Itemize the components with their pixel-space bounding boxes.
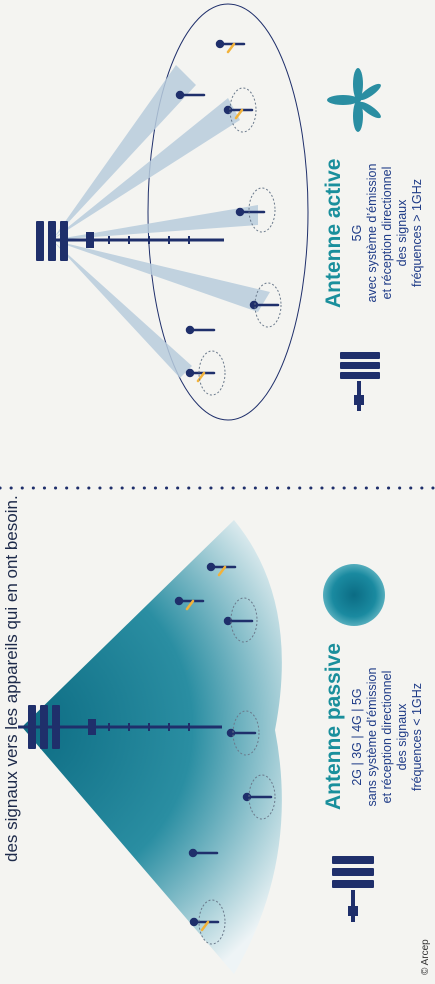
person-icon bbox=[206, 562, 237, 577]
active-description: 5G avec système d’émission et réception … bbox=[350, 148, 425, 318]
person-icon bbox=[242, 792, 273, 802]
person-icon bbox=[235, 207, 266, 217]
beam-fan-icon bbox=[52, 65, 270, 378]
directional-beams-icon bbox=[327, 68, 381, 132]
active-antenna-icon bbox=[340, 352, 380, 411]
active-title: Antenne active bbox=[322, 158, 345, 308]
active-line-3: des signaux bbox=[395, 199, 409, 267]
passive-antenna-icon bbox=[332, 856, 374, 922]
active-antenna-head bbox=[36, 221, 190, 261]
passive-description: 2G | 3G | 4G | 5G sans système d’émissio… bbox=[350, 652, 425, 822]
active-line-frequency: fréquences > 1GHz bbox=[410, 178, 424, 288]
active-line-1: avec système d’émission bbox=[365, 163, 379, 303]
passive-antenna-head bbox=[28, 705, 190, 749]
credit-text: © Arcep bbox=[420, 939, 431, 975]
person-icon bbox=[226, 728, 257, 738]
omnidirectional-blob-icon bbox=[323, 564, 385, 626]
passive-title: Antenne passive bbox=[322, 643, 345, 810]
passive-line-frequency: fréquences < 1GHz bbox=[410, 682, 424, 792]
person-icon bbox=[174, 596, 205, 611]
person-icon bbox=[175, 90, 206, 100]
active-line-generation: 5G bbox=[350, 224, 364, 242]
person-icon bbox=[215, 39, 246, 54]
person-icon bbox=[189, 917, 220, 932]
person-icon bbox=[185, 368, 216, 383]
passive-line-3: des signaux bbox=[395, 703, 409, 771]
passive-coverage-cone bbox=[22, 520, 282, 974]
active-antenna-section bbox=[36, 3, 381, 421]
active-coverage-ellipse bbox=[147, 3, 309, 421]
person-icon bbox=[188, 848, 219, 858]
person-icon bbox=[223, 105, 254, 120]
person-icon bbox=[185, 325, 216, 335]
passive-line-generations: 2G | 3G | 4G | 5G bbox=[350, 688, 364, 786]
active-line-2: et réception directionnel bbox=[380, 166, 394, 300]
passive-antenna-section bbox=[18, 520, 385, 974]
passive-users bbox=[174, 562, 273, 932]
passive-line-1: sans système d’émission bbox=[365, 667, 379, 807]
person-icon bbox=[223, 616, 254, 626]
active-user-rings bbox=[198, 87, 282, 396]
passive-line-2: et réception directionnel bbox=[380, 670, 394, 804]
intro-text: des signaux vers les appareils qui en on… bbox=[2, 495, 21, 862]
passive-user-rings bbox=[198, 597, 276, 945]
